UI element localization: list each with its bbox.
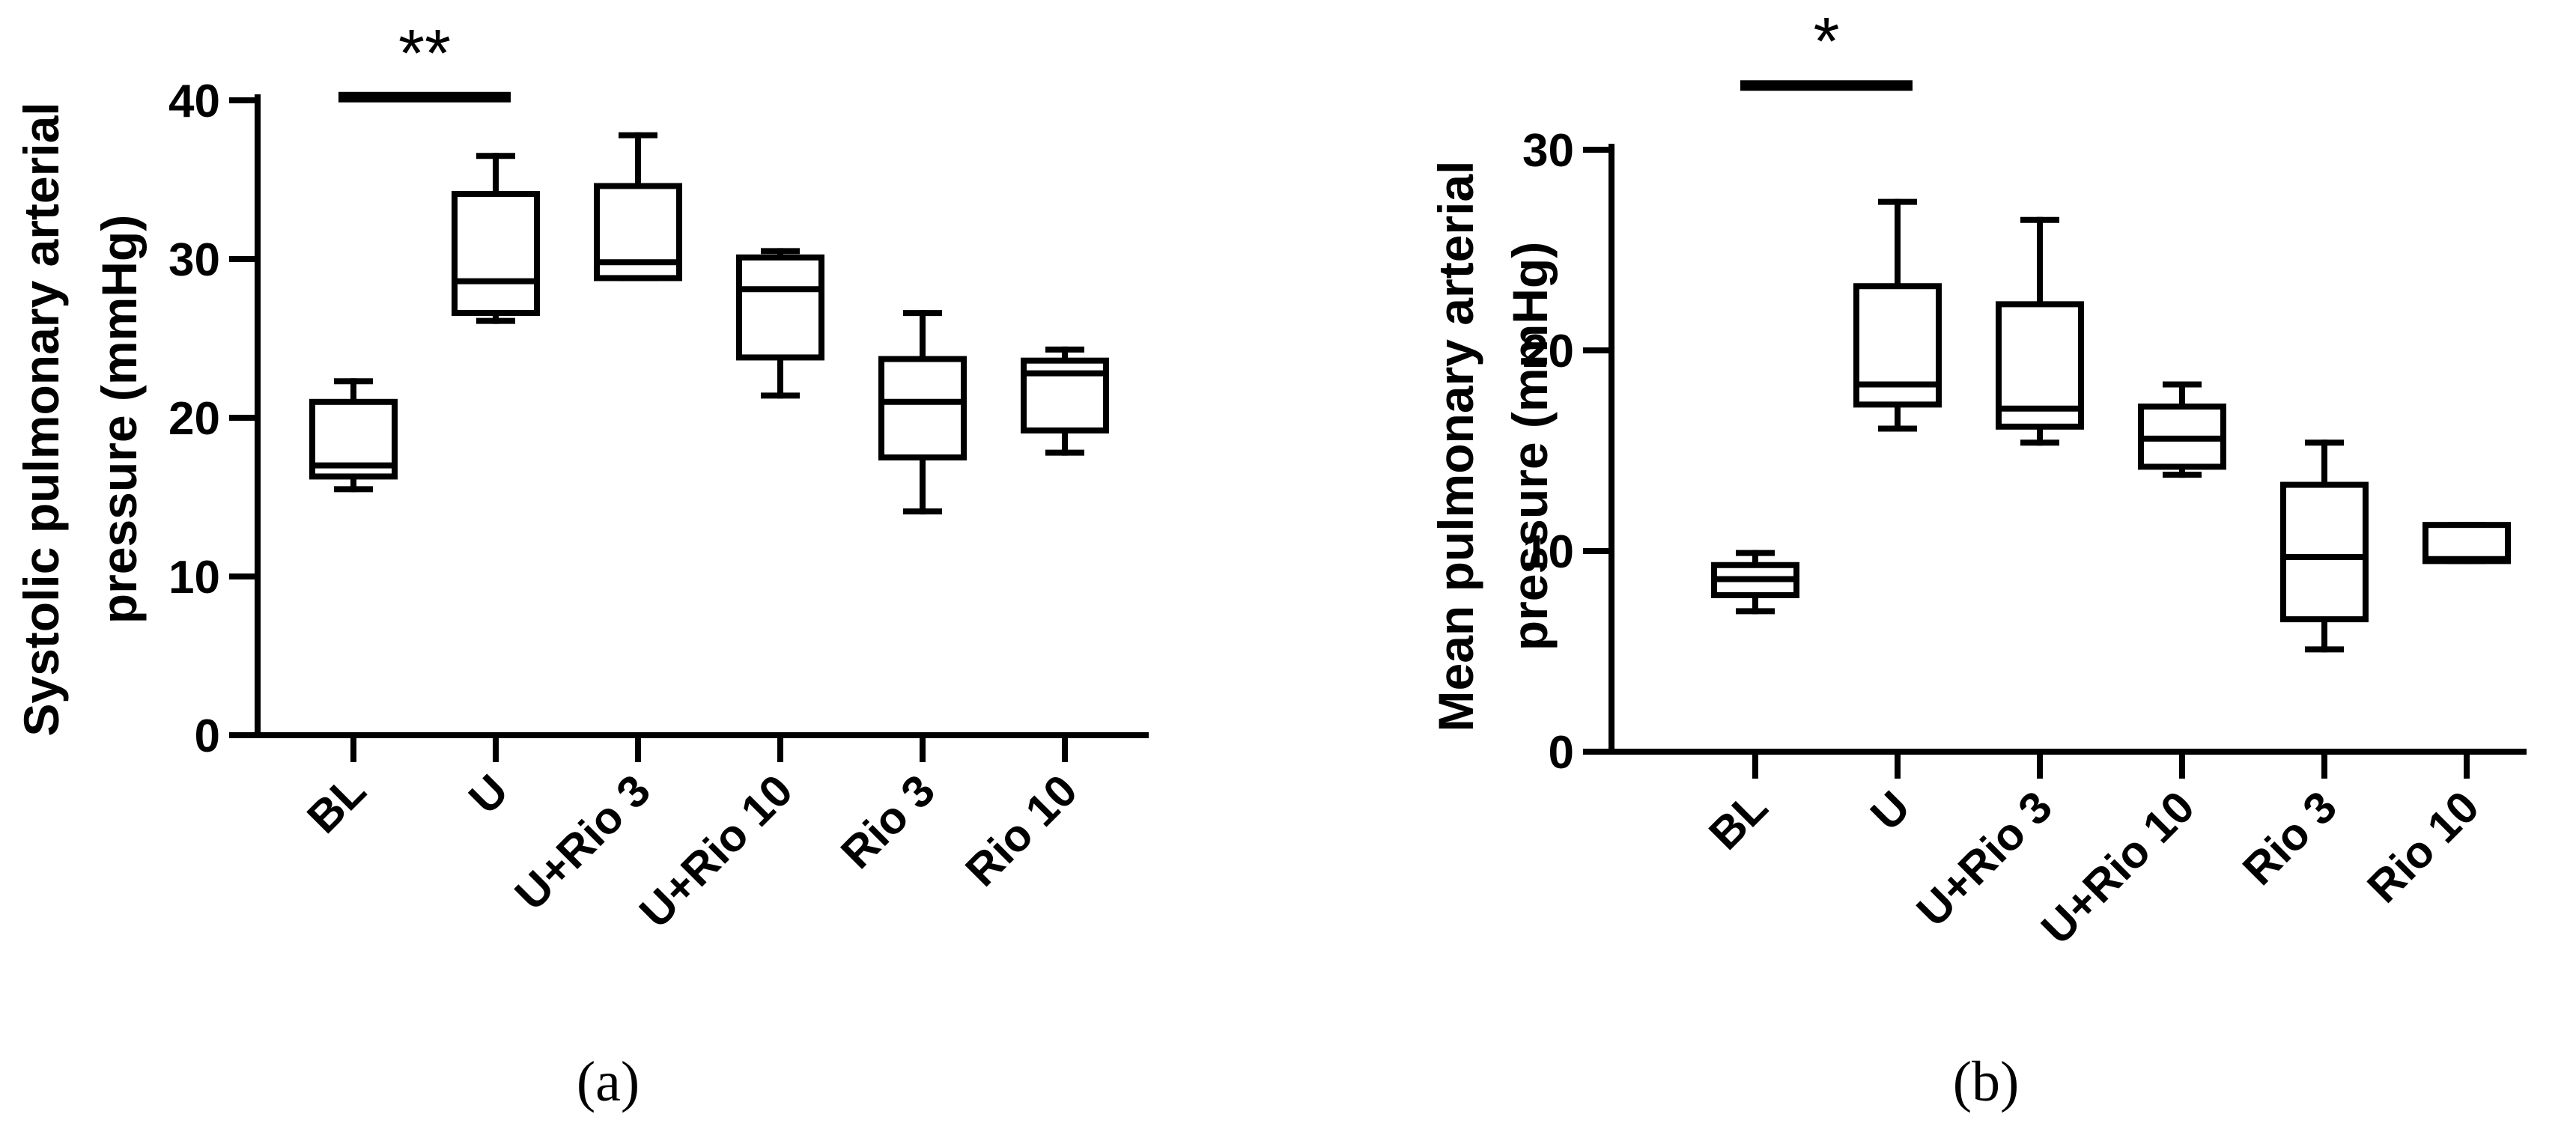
category-label: BL: [297, 765, 375, 843]
box-plot-rio-10: [2422, 522, 2511, 565]
category-label: Rio 10: [956, 765, 1087, 896]
panel-label: (b): [1953, 1050, 2020, 1113]
iqr-box: [2280, 481, 2369, 623]
box-plot-bl: [309, 378, 398, 493]
box-plot-bl: [1711, 550, 1799, 615]
y-axis-title: pressure (mmHg): [1502, 242, 1558, 651]
box-plot-u-rio-3: [594, 132, 682, 282]
y-axis-title: pressure (mmHg): [91, 215, 147, 624]
category-label: U+Rio 10: [2032, 782, 2204, 954]
box-plot-u-rio-10: [2138, 381, 2226, 478]
box-plot-u-rio-10: [736, 248, 824, 399]
iqr-box: [878, 356, 967, 460]
y-tick-label: 20: [168, 393, 220, 445]
iqr-box: [452, 191, 540, 317]
iqr-box: [736, 254, 824, 361]
y-tick-label: 10: [1522, 526, 1574, 578]
category-label: BL: [1699, 782, 1777, 859]
y-tick-label: 10: [168, 552, 220, 603]
y-axis-title: Mean pulmonary arterial: [1428, 161, 1483, 732]
y-axis-title: Systolic pulmonary arterial: [13, 102, 69, 736]
y-tick-label: 0: [195, 710, 220, 762]
y-tick-label: 0: [1549, 727, 1574, 779]
box-plot-rio-10: [1021, 346, 1109, 456]
category-label: U: [1861, 782, 1919, 840]
box-plot-rio-3: [2280, 439, 2369, 653]
significance-label: *: [1813, 4, 1839, 79]
y-tick-label: 30: [1522, 125, 1574, 177]
category-label: Rio 3: [831, 765, 944, 878]
category-label: U+Rio 10: [630, 765, 802, 937]
box-plot-u-rio-3: [1996, 216, 2084, 446]
box-plot-u: [1853, 198, 1942, 432]
box-plot-u: [452, 153, 540, 324]
y-tick-label: 40: [168, 76, 220, 127]
box-plot-rio-3: [878, 310, 967, 515]
panel-label: (a): [577, 1050, 640, 1113]
iqr-box: [2422, 522, 2511, 565]
category-label: Rio 3: [2233, 782, 2346, 895]
significance-label: **: [398, 16, 451, 91]
y-tick-label: 20: [1522, 326, 1574, 377]
y-tick-label: 30: [168, 234, 220, 286]
category-label: U: [459, 765, 517, 824]
category-label: Rio 10: [2357, 782, 2488, 913]
